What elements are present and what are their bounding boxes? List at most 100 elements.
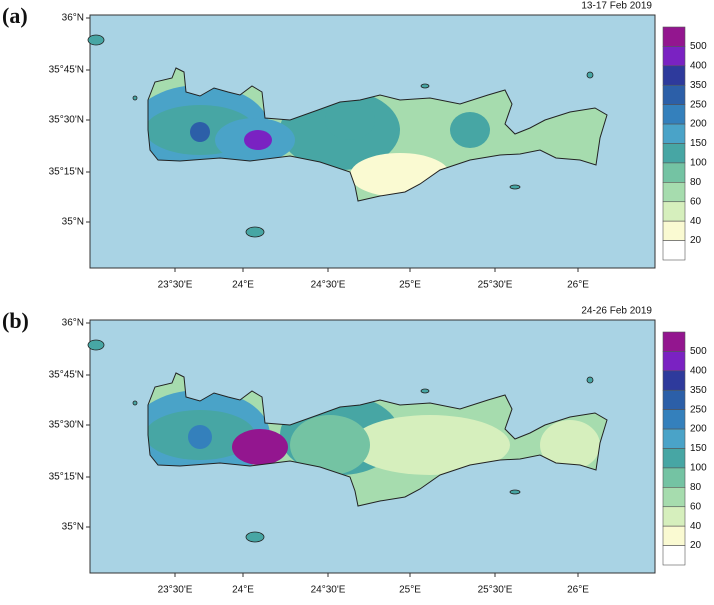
islet [87,34,105,46]
lat-tick-label: 35°45'N [49,370,84,381]
coastline [147,67,608,202]
precipitation-field [148,390,600,480]
lon-tick-label: 25°E [399,585,421,596]
field [540,420,600,470]
lat-tick-label: 35°30'N [49,115,84,126]
colorbar-box [662,220,686,241]
colorbar-label: 350 [690,80,707,91]
colorbar-label: 250 [690,99,707,110]
colorbar-box [662,46,686,67]
colorbar-box [662,448,686,469]
islet [420,388,430,394]
coastline [147,372,608,507]
lat-tick-label: 36°N [62,318,84,329]
colorbar-box [662,143,686,164]
islet [245,531,265,543]
colorbar-box [662,506,686,527]
lat-tick-label: 35°30'N [49,420,84,431]
colorbar-label: 40 [690,521,702,532]
colorbar-label: 40 [690,216,702,227]
islet [245,226,265,238]
islet [87,339,105,351]
colorbar-box [662,84,686,105]
islet [586,71,594,79]
lon-tick-label: 25°E [399,280,421,291]
colorbar-box [662,182,686,203]
lon-tick-label: 24°E [232,280,254,291]
colorbar-label: 100 [690,158,707,169]
colorbar-label: 150 [690,443,707,454]
field [188,425,212,449]
colorbar-box [662,428,686,449]
field [350,415,510,475]
colorbar-label: 400 [690,60,707,71]
field [244,130,272,150]
colorbar-box [662,389,686,410]
islet [586,376,594,384]
colorbar-box [662,351,686,372]
field [290,415,370,475]
colorbar-box [662,26,686,47]
panel-label: (a) [2,3,28,28]
date-label: 13-17 Feb 2019 [581,1,652,12]
lon-tick-label: 24°30'E [311,585,346,596]
lon-tick-label: 24°E [232,585,254,596]
colorbar-label: 200 [690,119,707,130]
field [190,122,210,142]
islet [420,83,430,89]
colorbar-label: 200 [690,424,707,435]
lon-tick-label: 23°30'E [158,280,193,291]
lat-tick-label: 35°15'N [49,167,84,178]
lon-tick-label: 23°30'E [158,585,193,596]
colorbar-label: 250 [690,404,707,415]
lon-tick-label: 25°30'E [478,280,513,291]
colorbar-box [662,331,686,352]
colorbar-label: 60 [690,501,702,512]
lat-tick-label: 35°N [62,217,84,228]
islet [132,95,138,101]
colorbar-box [662,487,686,508]
colorbar-label: 60 [690,196,702,207]
colorbar-label: 350 [690,385,707,396]
colorbar-label: 80 [690,482,702,493]
panel: (a) 13-17 Feb 2019 36°N 35°45'N 35°30'N 35°15… [2,1,707,291]
colorbar-label: 500 [690,41,707,52]
lat-tick-label: 35°N [62,522,84,533]
date-label: 24-26 Feb 2019 [581,306,652,317]
colorbar-box [662,467,686,488]
field [325,100,375,140]
lon-tick-label: 26°E [567,280,589,291]
colorbar-box [662,370,686,391]
field [232,429,288,465]
field [450,112,490,148]
precipitation-field [148,85,595,197]
colorbar-label: 20 [690,540,702,551]
colorbar-label: 100 [690,463,707,474]
panel-label: (b) [2,308,29,333]
colorbar-box [662,104,686,125]
colorbar-label: 80 [690,177,702,188]
lon-tick-label: 25°30'E [478,585,513,596]
colorbar-box [662,525,686,546]
colorbar-box [662,201,686,222]
colorbar-label: 20 [690,235,702,246]
colorbar-label: 500 [690,346,707,357]
islet [509,184,521,190]
colorbar-box [662,162,686,183]
islet [132,400,138,406]
colorbar-label: 150 [690,138,707,149]
panel: (b) 24-26 Feb 2019 36°N 35°45'N 35°30'N 35°15… [2,306,707,596]
lat-tick-label: 35°45'N [49,65,84,76]
lon-tick-label: 24°30'E [311,280,346,291]
colorbar-box [662,123,686,144]
colorbar-label: 400 [690,365,707,376]
lon-tick-label: 26°E [567,585,589,596]
colorbar-box [662,240,686,261]
lat-tick-label: 35°15'N [49,472,84,483]
colorbar-box [662,65,686,86]
colorbar-box [662,409,686,430]
lat-tick-label: 36°N [62,13,84,24]
islet [509,489,521,495]
colorbar-box [662,545,686,566]
